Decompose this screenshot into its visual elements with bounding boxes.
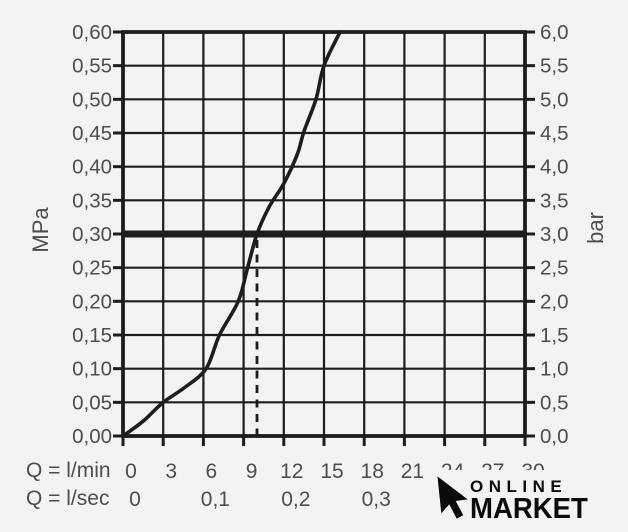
x-axis-tick-label: 18 bbox=[361, 460, 384, 483]
x-axis-secondary-tick-label: 0,3 bbox=[362, 488, 391, 511]
y-axis-right-tick-label: 3,0 bbox=[540, 223, 569, 246]
watermark-text: ONLINE MARKET bbox=[470, 470, 594, 524]
y-axis-left-tick-label: 0,55 bbox=[72, 55, 112, 78]
y-axis-left-tick-label: 0,25 bbox=[72, 257, 112, 280]
y-axis-left-tick-label: 0,30 bbox=[72, 223, 112, 246]
y-axis-left-tick-label: 0,10 bbox=[72, 358, 112, 381]
y-axis-right-tick-label: 2,0 bbox=[540, 290, 569, 313]
x-axis-tick-label: 6 bbox=[206, 460, 218, 483]
x-axis-tick-label: 0 bbox=[125, 460, 137, 483]
y-axis-left-tick-label: 0,15 bbox=[72, 324, 112, 347]
x-axis-tick-label: 12 bbox=[280, 460, 303, 483]
x-axis-secondary-tick-label: 0,2 bbox=[281, 488, 310, 511]
y-axis-left-tick-label: 0,50 bbox=[72, 88, 112, 111]
cursor-arrow-icon bbox=[437, 476, 468, 519]
y-axis-left-unit-label: MPa bbox=[28, 207, 53, 253]
y-axis-right-tick-label: 1,5 bbox=[540, 324, 569, 347]
watermark-online-text: ONLINE bbox=[470, 477, 568, 496]
y-axis-left-tick-label: 0,05 bbox=[72, 391, 112, 414]
y-axis-right-unit-label: bar bbox=[583, 212, 608, 244]
online-market-watermark: ONLINE MARKET bbox=[434, 470, 628, 532]
y-axis-right-tick-label: 4,5 bbox=[540, 122, 569, 145]
y-axis-left-tick-label: 0,35 bbox=[72, 189, 112, 212]
x-axis-secondary-tick-label: 0 bbox=[129, 488, 141, 511]
y-axis-left-tick-label: 0,00 bbox=[72, 425, 112, 448]
x-axis-tick-label: 21 bbox=[401, 460, 424, 483]
y-axis-right-tick-label: 1,0 bbox=[540, 358, 569, 381]
y-axis-right-tick-label: 5,0 bbox=[540, 88, 569, 111]
y-axis-right-tick-label: 0,5 bbox=[540, 391, 569, 414]
x-axis-tick-label: 15 bbox=[320, 460, 343, 483]
y-axis-right-tick-label: 6,0 bbox=[540, 21, 569, 44]
y-axis-right-tick-label: 0,0 bbox=[540, 425, 569, 448]
y-axis-left-tick-label: 0,20 bbox=[72, 290, 112, 313]
x-axis-secondary-tick-label: 0,1 bbox=[201, 488, 230, 511]
y-axis-left-tick-label: 0,40 bbox=[72, 156, 112, 179]
pressure-flow-curve bbox=[121, 30, 342, 438]
y-axis-right-tick-label: 2,5 bbox=[540, 257, 569, 280]
y-axis-right-tick-label: 4,0 bbox=[540, 156, 569, 179]
x-axis-tick-label: 3 bbox=[165, 460, 177, 483]
y-axis-left-tick-label: 0,45 bbox=[72, 122, 112, 145]
y-axis-left-tick-label: 0,60 bbox=[72, 21, 112, 44]
x-axis-tick-label: 9 bbox=[246, 460, 258, 483]
x-axis-secondary-label: Q = l/sec bbox=[26, 487, 110, 510]
y-axis-right-tick-label: 3,5 bbox=[540, 189, 569, 212]
y-axis-right-tick-label: 5,5 bbox=[540, 55, 569, 78]
watermark-market-text: MARKET bbox=[470, 493, 588, 525]
x-axis-primary-label: Q = l/min bbox=[26, 459, 111, 482]
